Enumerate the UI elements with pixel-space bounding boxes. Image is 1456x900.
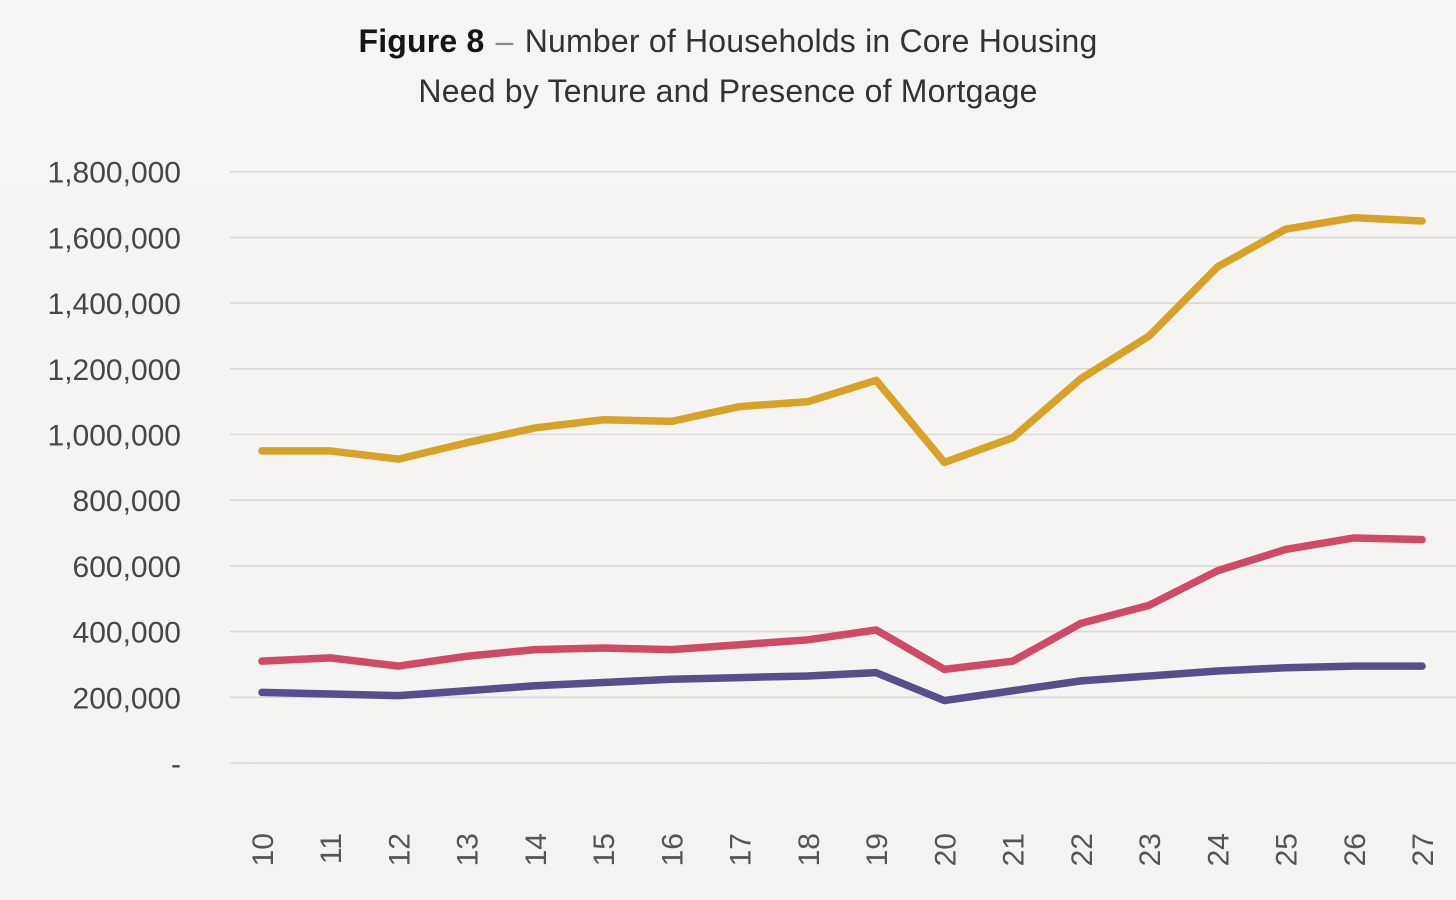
y-tick-label: 400,000	[73, 617, 181, 650]
x-tick-label: 23	[1134, 833, 1167, 866]
gold-line	[258, 213, 1426, 467]
purple-line	[258, 662, 1426, 705]
x-tick-label: 10	[247, 833, 280, 866]
x-tick-label: 19	[861, 833, 894, 866]
x-tick-label: 21	[998, 833, 1031, 866]
y-tick-label: 1,800,000	[48, 157, 181, 190]
y-tick-label: 800,000	[73, 485, 181, 518]
x-tick-label: 25	[1271, 833, 1304, 866]
x-tick-label: 22	[1066, 833, 1099, 866]
y-tick-label: 1,600,000	[48, 222, 181, 255]
x-tick-label: 26	[1339, 833, 1372, 866]
x-tick-label: 20	[929, 833, 962, 866]
y-tick-label: 200,000	[73, 682, 181, 715]
chart-title: Figure 8 – Number of Households in Core …	[0, 16, 1456, 116]
y-tick-label: 600,000	[73, 551, 181, 584]
y-tick-label: -	[171, 748, 181, 781]
x-tick-label: 13	[452, 833, 485, 866]
series-lines	[258, 213, 1426, 705]
chart-title-line2: Need by Tenure and Presence of Mortgage	[418, 73, 1038, 109]
x-tick-label: 11	[315, 833, 348, 864]
x-tick-label: 24	[1202, 833, 1235, 866]
y-axis-labels: - 200,000 400,000 600,000 800,000 1,000,000 1,…	[48, 157, 181, 781]
figure-label: Figure 8	[358, 23, 485, 59]
x-tick-label: 14	[520, 833, 553, 866]
y-tick-label: 1,200,000	[48, 354, 181, 387]
gridlines	[230, 170, 1456, 764]
chart-title-line1: Figure 8 – Number of Households in Core …	[0, 16, 1456, 66]
pink-line	[258, 534, 1426, 674]
x-tick-label: 15	[588, 833, 621, 866]
x-tick-label: 27	[1407, 833, 1440, 866]
x-tick-label: 18	[793, 833, 826, 866]
y-tick-label: 1,000,000	[48, 420, 181, 453]
x-tick-label: 16	[656, 833, 689, 866]
x-axis-labels: 10 11 12 13 14 15 16 17 18 19 20 21 22 23 24 25 26 27	[247, 833, 1440, 866]
x-tick-label: 12	[383, 833, 416, 866]
x-tick-label: 17	[725, 833, 758, 866]
title-line1-text: Number of Households in Core Housing	[524, 23, 1098, 59]
title-separator: –	[495, 23, 514, 59]
y-tick-label: 1,400,000	[48, 288, 181, 321]
